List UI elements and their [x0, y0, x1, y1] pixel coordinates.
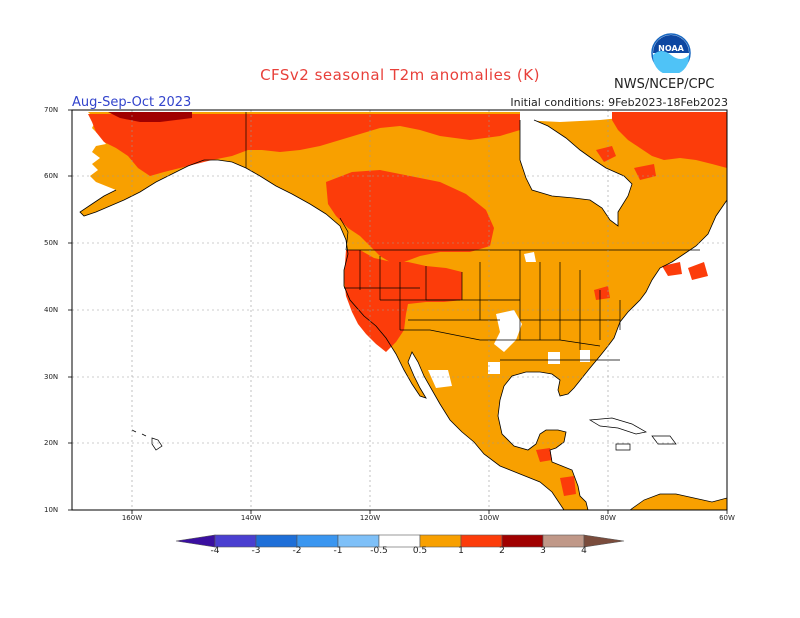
region-alaska-red [88, 114, 520, 176]
region-caribbean [588, 417, 647, 435]
colorbar-label: 0.5 [412, 546, 428, 556]
colorbar-label: 3 [540, 546, 546, 556]
colorbar-label: 4 [581, 546, 587, 556]
colorbar-label: -3 [251, 546, 261, 556]
coastline [79, 119, 727, 510]
lat-label-70n: 70N [44, 106, 59, 114]
region-alaska-darkred [108, 112, 192, 122]
lat-label-40n: 40N [44, 306, 59, 314]
lat-label-10n: 10N [44, 506, 59, 514]
region-western-us-red [344, 250, 462, 352]
noaa-logo: NOAA [651, 33, 691, 77]
agency-label: NWS/NCEP/CPC [614, 77, 715, 92]
chart-title: CFSv2 seasonal T2m anomalies (K) [260, 66, 540, 84]
lat-label-30n: 30N [44, 373, 59, 381]
lon-label-60w: 60W [719, 514, 735, 522]
colorbar-label: -1 [333, 546, 343, 556]
initial-conditions: Initial conditions: 9Feb2023-18Feb2023 [510, 96, 728, 109]
colorbar-label: -2 [292, 546, 302, 556]
colorbar-label: 1 [458, 546, 464, 556]
lat-label-60n: 60N [44, 172, 59, 180]
lon-label-100w: 100W [478, 514, 500, 522]
lat-label-20n: 20N [44, 439, 59, 447]
colorbar-label: -4 [210, 546, 220, 556]
lon-label-140w: 140W [240, 514, 262, 522]
forecast-period: Aug-Sep-Oct 2023 [72, 95, 192, 110]
region-western-canada-red [326, 170, 494, 262]
lon-label-120w: 120W [359, 514, 381, 522]
region-south-america [629, 493, 727, 510]
colorbar-label: -0.5 [370, 546, 388, 556]
logo-wordmark: NOAA [658, 44, 684, 53]
colorbar-label: 2 [499, 546, 505, 556]
lon-label-80w: 80W [600, 514, 616, 522]
boundaries [245, 112, 700, 361]
anomaly-regions [80, 112, 727, 510]
colorbar-seg-gt-p4 [583, 534, 625, 548]
graticule [72, 110, 727, 510]
hudson-bay [520, 120, 632, 226]
lon-label-160w: 160W [121, 514, 143, 522]
lat-label-50n: 50N [44, 239, 59, 247]
region-greenland [612, 112, 727, 168]
